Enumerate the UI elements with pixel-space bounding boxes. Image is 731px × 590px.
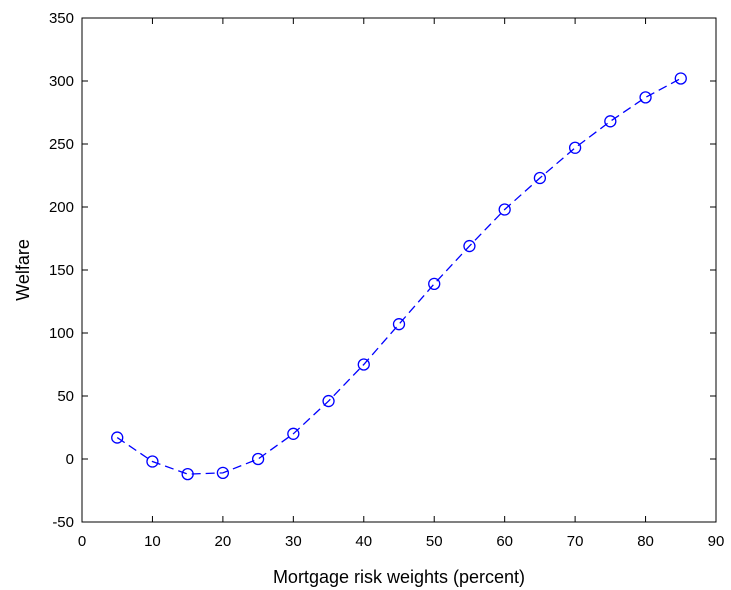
data-point <box>181 467 194 481</box>
x-tick-label: 60 <box>496 533 513 550</box>
x-tick-label: 30 <box>285 533 302 550</box>
series-markers <box>111 72 687 481</box>
x-tick-label: 50 <box>426 533 443 550</box>
x-tick-label: 20 <box>215 533 232 550</box>
y-tick-label: -50 <box>52 514 74 531</box>
y-tick-label: 300 <box>49 73 74 90</box>
data-point <box>674 72 687 85</box>
x-axis-label: Mortgage risk weights (percent) <box>273 567 525 587</box>
y-tick-label: 100 <box>49 325 74 342</box>
plot-area <box>81 17 717 523</box>
x-tick-label: 10 <box>144 533 161 550</box>
y-tick-label: 200 <box>49 199 74 216</box>
data-point <box>568 141 582 154</box>
data-point <box>322 394 335 408</box>
data-point <box>392 318 406 331</box>
data-point <box>604 115 617 128</box>
y-tick-label: 0 <box>66 451 74 468</box>
y-axis-label: Welfare <box>13 239 33 301</box>
y-tick-label: 250 <box>49 136 74 153</box>
data-point <box>146 455 159 468</box>
x-tick-label: 70 <box>567 533 584 550</box>
y-tick-label: 50 <box>57 388 74 405</box>
x-tick-label: 40 <box>355 533 372 550</box>
x-tick-label: 80 <box>637 533 654 550</box>
data-point <box>251 452 265 466</box>
data-point <box>357 358 370 371</box>
data-point <box>428 277 441 291</box>
data-point <box>639 91 652 104</box>
x-tick-label: 0 <box>78 533 86 550</box>
axis-ticks <box>81 17 717 523</box>
data-point <box>533 171 547 185</box>
data-point <box>287 427 300 440</box>
series-line <box>116 77 682 475</box>
data-point <box>111 431 124 444</box>
x-tick-label: 90 <box>708 533 725 550</box>
y-tick-label: 150 <box>49 262 74 279</box>
data-point <box>463 239 476 253</box>
data-point <box>216 466 230 480</box>
y-tick-label: 350 <box>49 10 74 27</box>
data-point <box>498 203 511 216</box>
axis-tick-labels: 0 10 20 30 40 50 60 70 80 90-50050100150200250300… <box>49 10 724 550</box>
